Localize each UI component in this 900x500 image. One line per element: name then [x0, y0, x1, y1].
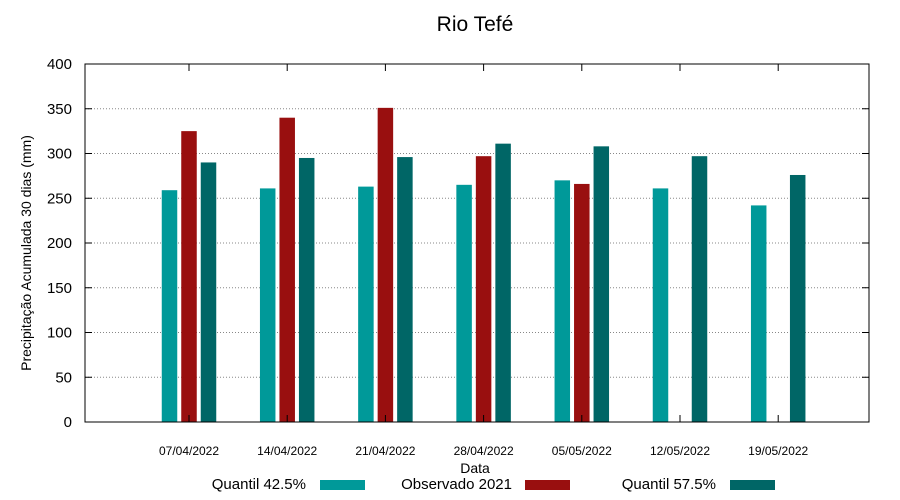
legend-label: Quantil 57.5%	[622, 476, 716, 493]
legend-swatch	[730, 480, 775, 490]
x-tick-label: 28/04/2022	[454, 444, 514, 458]
bar	[181, 131, 197, 422]
bar	[691, 156, 708, 422]
bar	[495, 143, 511, 422]
chart-title: Rio Tefé	[437, 13, 514, 36]
bar	[358, 186, 374, 422]
bar	[750, 205, 767, 422]
legend-label: Quantil 42.5%	[212, 476, 306, 493]
bar	[298, 157, 315, 422]
legend: Quantil 42.5% Observado 2021 Quantil 57.5%	[212, 476, 775, 493]
y-tick-label: 150	[47, 280, 72, 297]
bar	[789, 174, 806, 422]
x-tick-label: 07/04/2022	[159, 444, 219, 458]
bar	[593, 146, 610, 422]
y-tick-label: 250	[47, 190, 72, 207]
y-axis-label: Precipitação Acumulada 30 dias (mm)	[18, 135, 34, 371]
x-tick-label: 12/05/2022	[650, 444, 710, 458]
x-axis-label: Data	[460, 460, 490, 476]
bar	[200, 162, 217, 422]
bar	[554, 180, 571, 422]
bar	[161, 190, 178, 422]
legend-swatch	[525, 480, 570, 490]
x-tick-label: 21/04/2022	[355, 444, 415, 458]
y-tick-label: 100	[47, 325, 72, 342]
y-tick-label: 300	[47, 146, 72, 163]
y-tick-label: 400	[47, 56, 72, 73]
y-tick-label: 200	[47, 235, 72, 252]
y-tick-label: 0	[64, 414, 72, 431]
x-tick-label: 14/04/2022	[257, 444, 317, 458]
bar	[279, 117, 295, 422]
bar	[574, 183, 590, 422]
bar	[377, 107, 394, 422]
y-tick-label: 350	[47, 101, 72, 118]
y-tick-label: 50	[55, 369, 72, 386]
bar	[259, 188, 276, 422]
x-tick-label: 19/05/2022	[748, 444, 808, 458]
bar	[652, 188, 669, 422]
x-tick-label: 05/05/2022	[552, 444, 612, 458]
bar	[475, 156, 492, 422]
bars	[161, 107, 806, 422]
legend-label: Observado 2021	[401, 476, 512, 493]
x-axis-ticks: 07/04/2022 14/04/2022 21/04/2022 28/04/2022…	[159, 64, 809, 458]
legend-swatch	[320, 480, 365, 490]
bar	[456, 184, 472, 422]
bar	[397, 157, 413, 422]
y-axis-ticks: 0 50 100 150 200 250 300 350 400	[47, 56, 869, 431]
